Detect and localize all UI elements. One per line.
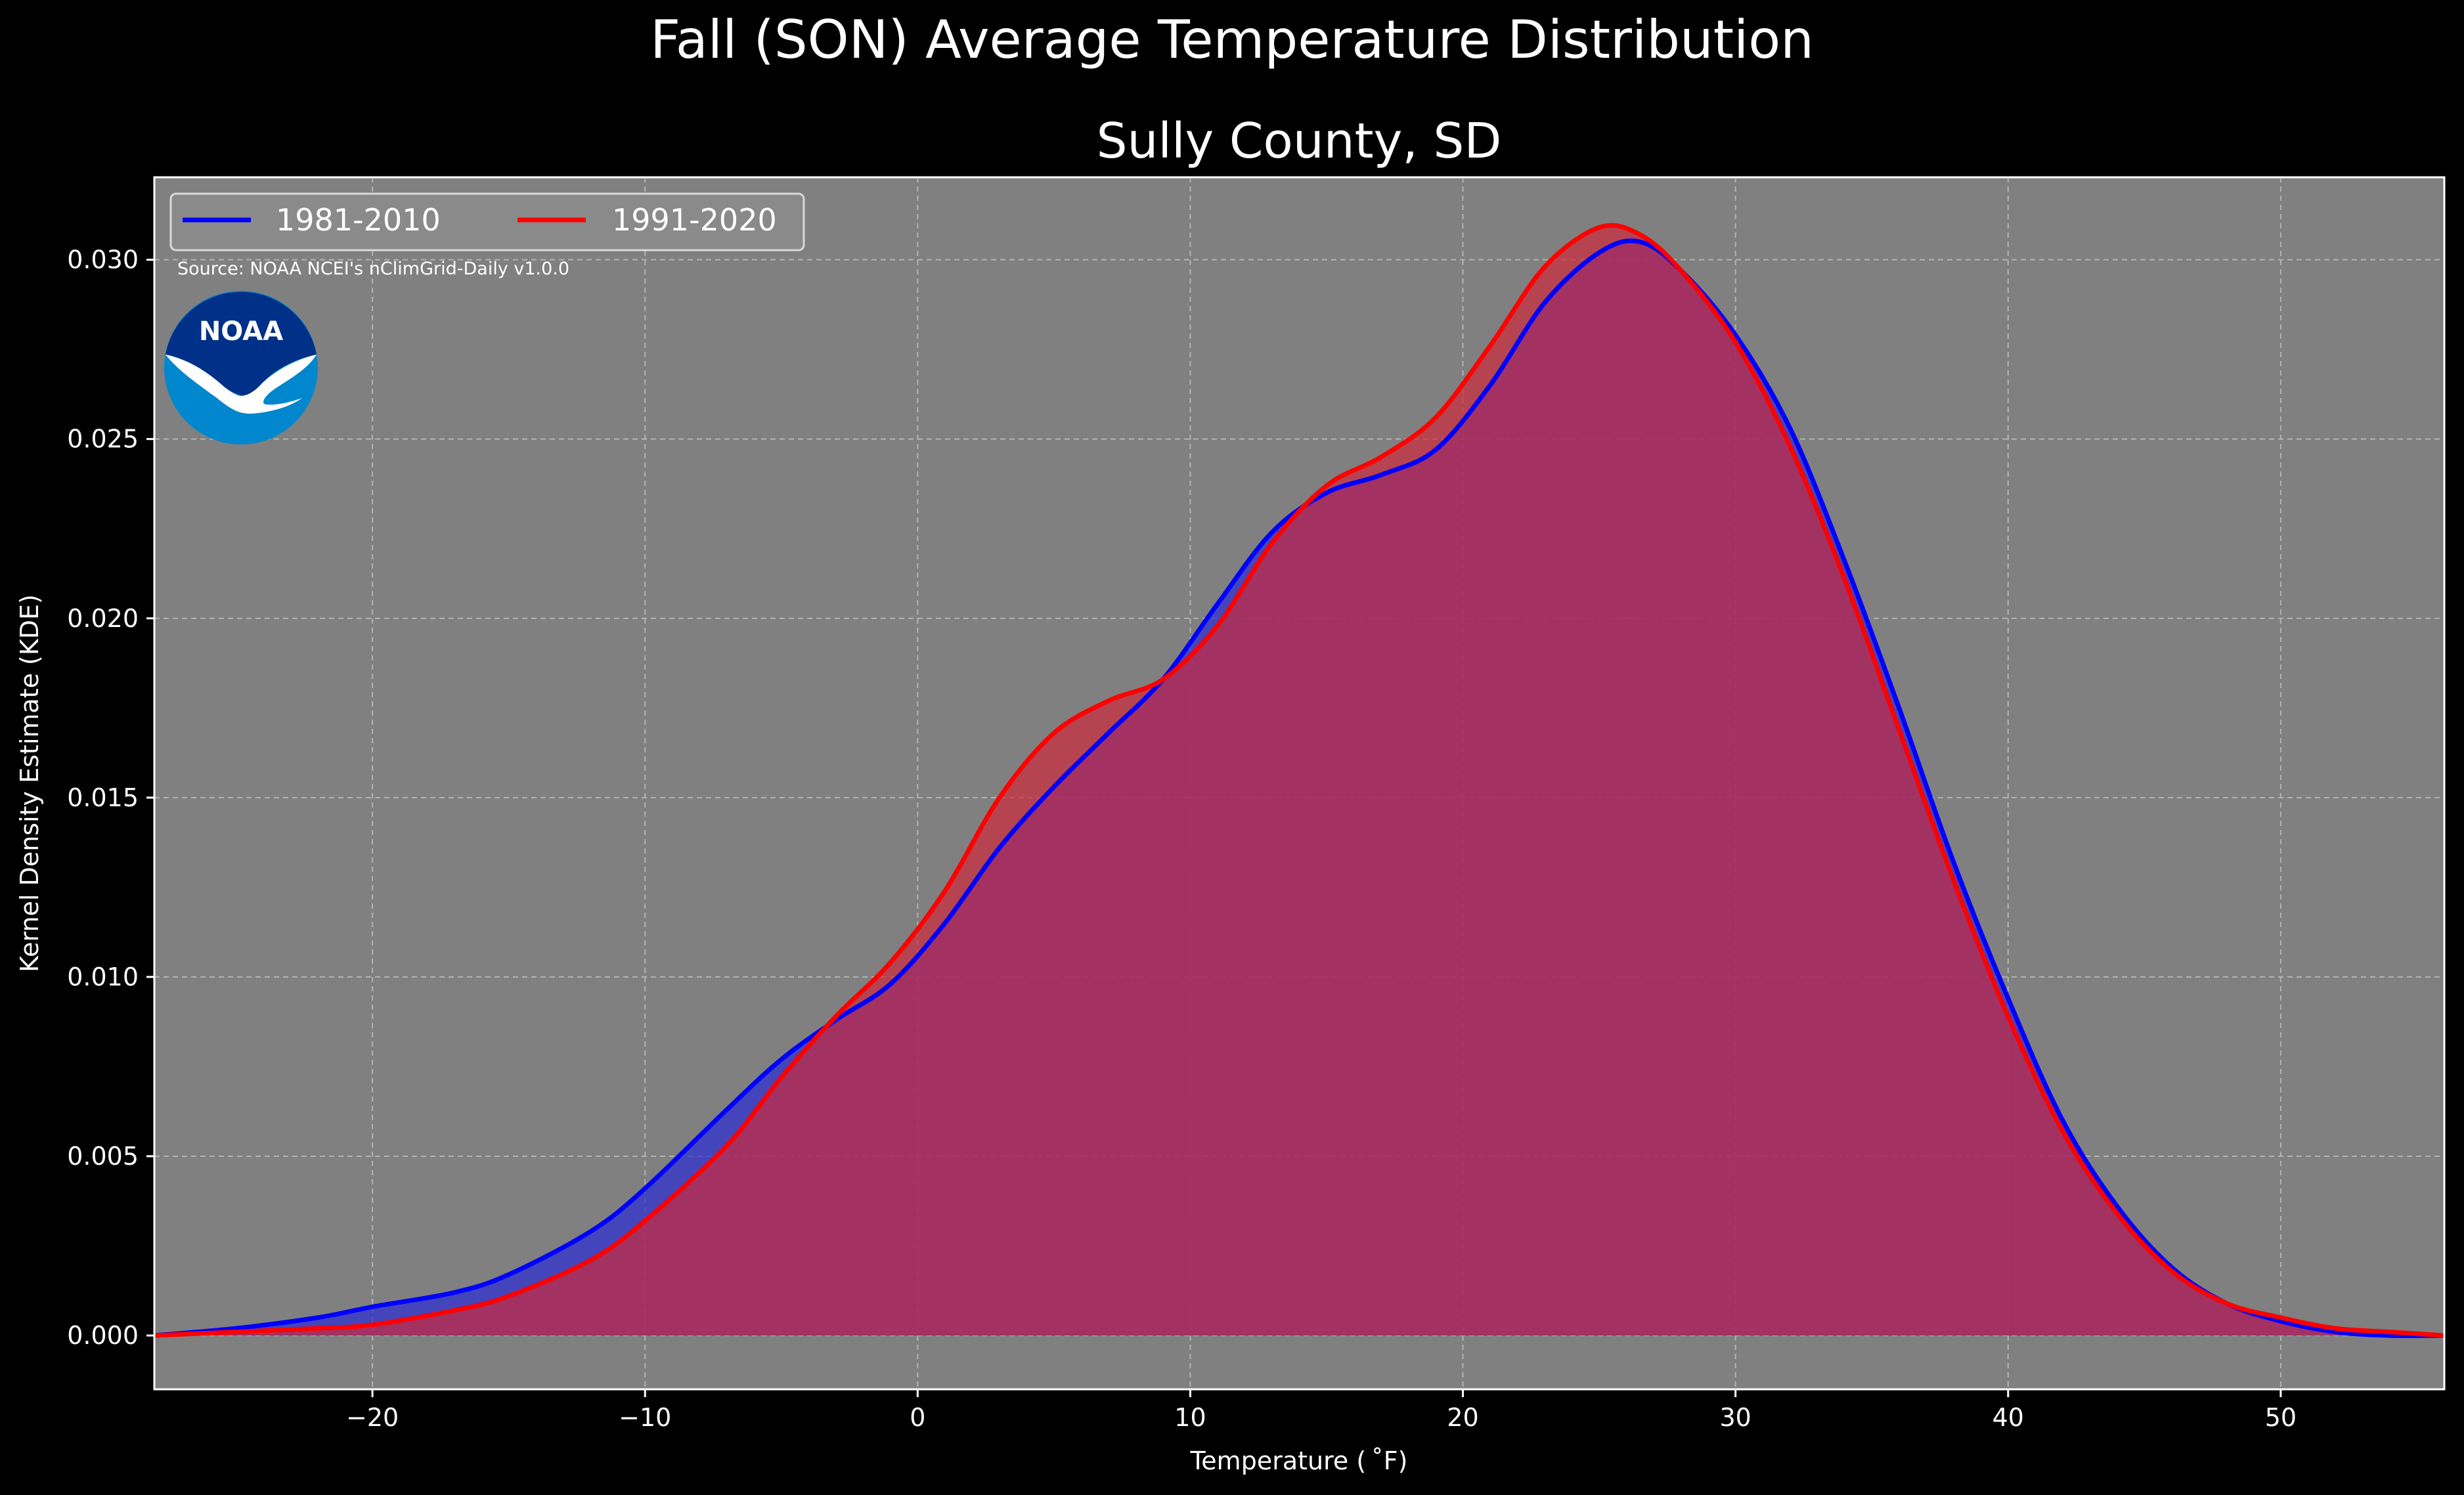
- x-tick-label: 0: [910, 1403, 925, 1432]
- x-tick-label: 10: [1174, 1403, 1206, 1432]
- x-tick-label: −20: [346, 1403, 399, 1432]
- legend-box: [169, 192, 805, 251]
- y-tick-label: 0.000: [67, 1321, 139, 1350]
- chart-suptitle: Fall (SON) Average Temperature Distribut…: [650, 9, 1814, 70]
- y-tick-label: 0.030: [67, 246, 139, 274]
- noaa-logo: NOAA: [164, 291, 318, 444]
- y-tick-label: 0.010: [67, 963, 139, 991]
- x-tick-label: −10: [619, 1403, 671, 1432]
- y-axis: 0.000 0.005 0.010 0.015 0.020 0.025 0.030: [67, 246, 154, 1350]
- legend: 1981-2010 1991-2020: [169, 192, 805, 251]
- x-axis: −20 −10 0 10 20 30 40 50: [346, 1389, 2297, 1432]
- series-line-1981-2010: [154, 238, 2444, 1338]
- series-fills: [154, 225, 2444, 1336]
- y-axis-label: Kernel Density Estimate (KDE): [15, 594, 44, 972]
- x-tick-label: 30: [1720, 1403, 1751, 1432]
- y-tick-label: 0.025: [67, 425, 139, 454]
- y-tick-label: 0.005: [67, 1142, 139, 1171]
- x-tick-label: 20: [1447, 1403, 1478, 1432]
- y-tick-label: 0.015: [67, 783, 139, 812]
- series-line-1991-2020: [154, 223, 2444, 1338]
- legend-label-1981-2010: 1981-2010: [276, 202, 441, 238]
- x-tick-label: 40: [1992, 1403, 2024, 1432]
- plot-frame: [153, 176, 2446, 1391]
- series-lines: [154, 223, 2444, 1338]
- x-axis-label: Temperature ( ˚F): [1190, 1446, 1408, 1475]
- noaa-logo-text: NOAA: [199, 316, 283, 347]
- y-tick-label: 0.020: [67, 604, 139, 633]
- chart-title: Sully County, SD: [1097, 113, 1502, 169]
- legend-label-1991-2020: 1991-2020: [612, 202, 777, 238]
- source-note: Source: NOAA NCEI's nClimGrid-Daily v1.0…: [177, 259, 569, 279]
- x-tick-label: 50: [2265, 1403, 2297, 1432]
- series-fill-1991-2020: [154, 225, 2444, 1336]
